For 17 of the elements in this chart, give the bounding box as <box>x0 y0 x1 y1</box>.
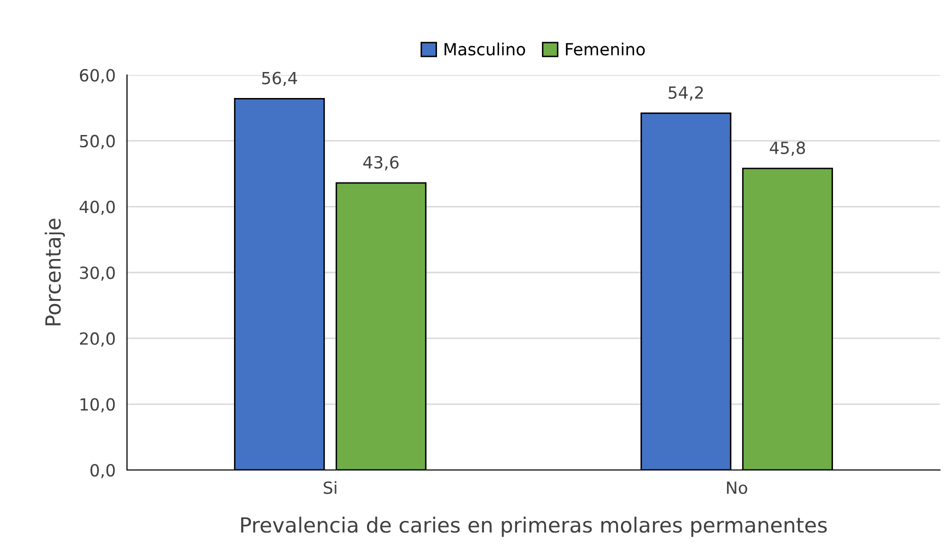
y-axis-title: Porcentaje <box>44 218 65 326</box>
data-label: 54,2 <box>668 86 703 101</box>
y-tick-label: 50,0 <box>80 134 115 150</box>
data-label: 45,8 <box>770 142 805 156</box>
legend-label: Masculino <box>444 42 526 56</box>
y-tick-label: 40,0 <box>80 200 115 215</box>
x-tick-label: Si <box>324 481 336 494</box>
y-tick-label: 0,0 <box>90 464 115 478</box>
x-axis-title: Prevalencia de caries en primeras molares permanentes <box>241 516 827 537</box>
y-tick-label: 10,0 <box>80 398 115 412</box>
y-tick-label: 30,0 <box>80 266 115 281</box>
y-tick-label: 60,0 <box>80 68 115 84</box>
legend-label: Femenino <box>566 42 645 56</box>
y-tick-label: 20,0 <box>80 332 115 347</box>
x-tick-label: No <box>727 482 748 494</box>
data-label: 56,4 <box>262 72 298 86</box>
data-label: 43,6 <box>363 156 399 170</box>
